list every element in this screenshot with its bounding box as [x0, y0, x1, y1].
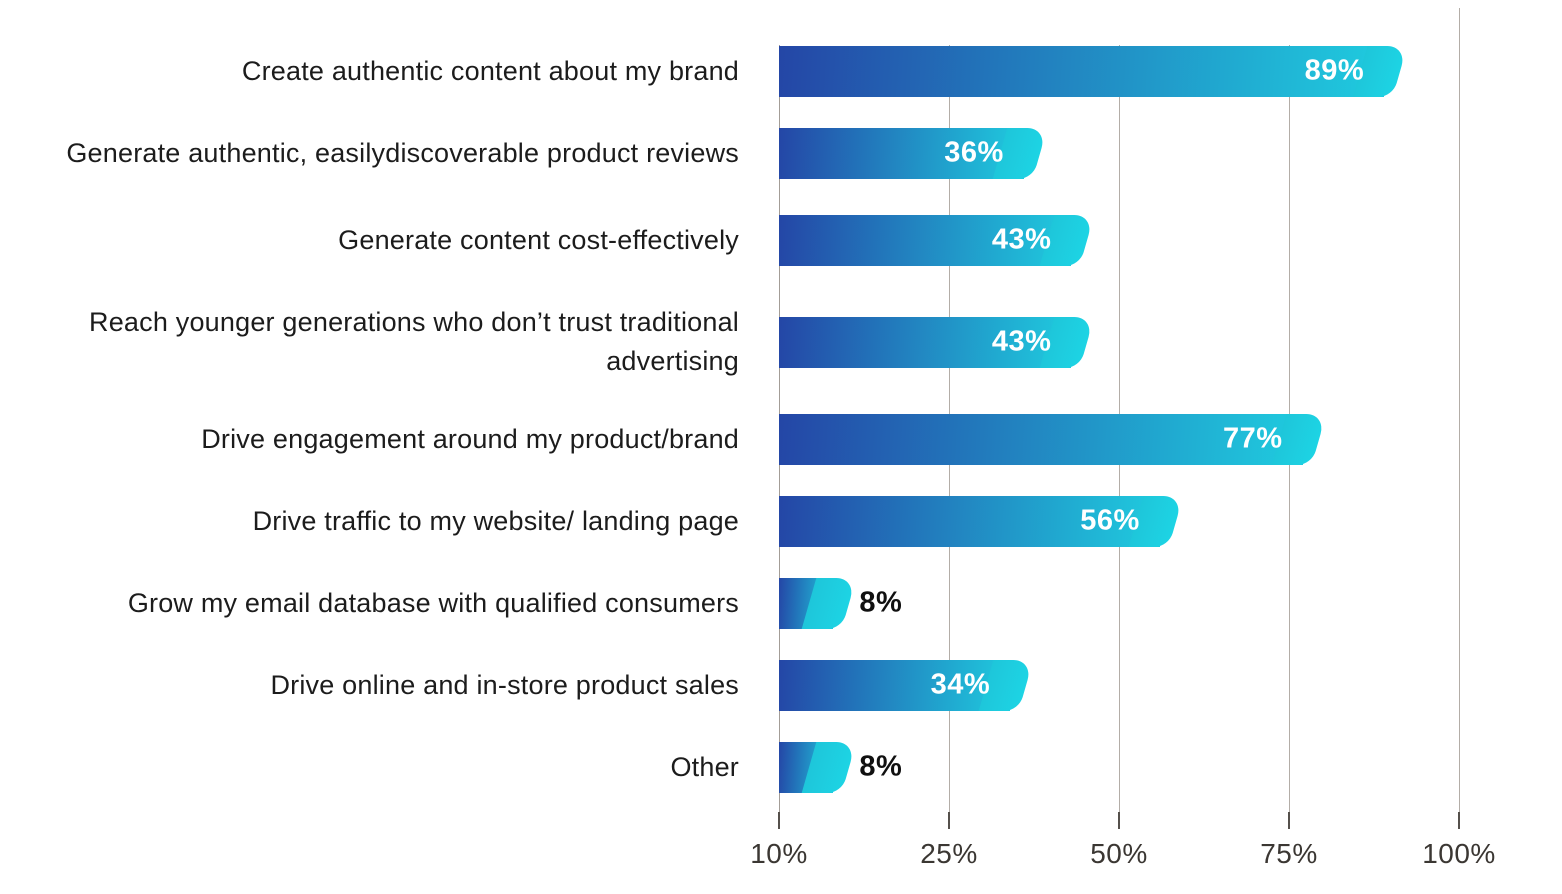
bar: 77% [779, 413, 1303, 465]
category-label: Create authentic content about my brand [241, 55, 739, 86]
gridline [1459, 8, 1460, 812]
plot-cell: 34% [779, 644, 1562, 726]
category-label: Drive traffic to my website/ landing pag… [252, 505, 739, 536]
value-label: 43% [991, 325, 1052, 358]
value-label: 8% [859, 750, 903, 783]
chart-row: Grow my email database with qualified co… [0, 562, 1562, 644]
x-tick-label: 100% [1422, 838, 1496, 869]
chart-row: Drive online and in-store product sales 3… [0, 644, 1562, 726]
bar: 36% [779, 127, 1024, 179]
value-label: 77% [1223, 422, 1283, 455]
chart-row: Generate authentic, easilydiscoverable p… [0, 112, 1562, 194]
bar: 43% [779, 214, 1072, 266]
chart-row: Generate content cost-effectively 43% [0, 194, 1562, 286]
chart-row: Drive engagement around my product/brand… [0, 398, 1562, 480]
tick-mark [778, 812, 780, 829]
bar: 56% [779, 495, 1160, 547]
category-label: Drive engagement around my product/brand [201, 423, 739, 454]
plot-cell: 56% [779, 480, 1562, 562]
category-label: Generate authentic, easilydiscoverable p… [66, 137, 739, 168]
value-label: 56% [1080, 504, 1140, 537]
x-tick-label: 10% [750, 838, 808, 869]
bar: 8% [779, 577, 902, 629]
bar: 34% [779, 659, 1011, 711]
chart-row: Reach younger generations who don’t trus… [0, 286, 1562, 398]
category-label: Reach younger generations who don’t trus… [89, 307, 739, 376]
chart-row: Create authentic content about my brand 8… [0, 30, 1562, 112]
x-tick-label: 25% [920, 838, 978, 869]
plot-cell: 43% [779, 286, 1562, 398]
x-axis-ticks [778, 812, 1461, 829]
bar: 89% [779, 45, 1385, 97]
tick-mark [948, 812, 950, 829]
chart-row: Other 8% [0, 726, 1562, 808]
bar: 43% [779, 316, 1072, 368]
tick-mark [1118, 812, 1120, 829]
x-axis-tick-labels: 10% 25% 50% 75% 100% [750, 838, 1495, 874]
value-label: 89% [1304, 54, 1365, 87]
tick-mark [1288, 812, 1290, 829]
category-label: Generate content cost-effectively [338, 224, 739, 255]
category-label: Grow my email database with qualified co… [127, 587, 739, 618]
plot-cell: 77% [779, 398, 1562, 480]
value-label: 36% [944, 136, 1004, 169]
value-label: 34% [930, 668, 991, 701]
plot-cell: 89% [779, 30, 1562, 112]
x-tick-label: 75% [1260, 838, 1318, 869]
value-label: 8% [859, 586, 903, 619]
plot-cell: 36% [779, 112, 1562, 194]
tick-mark [1458, 812, 1460, 829]
bar: 8% [779, 741, 902, 793]
plot-cell: 8% [779, 726, 1562, 808]
plot-cell: 8% [779, 562, 1562, 644]
x-tick-label: 50% [1090, 838, 1148, 869]
chart-rows: Create authentic content about my brand 8… [0, 30, 1562, 808]
category-label: Drive online and in-store product sales [270, 669, 739, 700]
value-label: 43% [991, 223, 1052, 256]
category-label: Other [670, 751, 739, 782]
plot-cell: 43% [779, 194, 1562, 286]
chart-row: Drive traffic to my website/ landing pag… [0, 480, 1562, 562]
